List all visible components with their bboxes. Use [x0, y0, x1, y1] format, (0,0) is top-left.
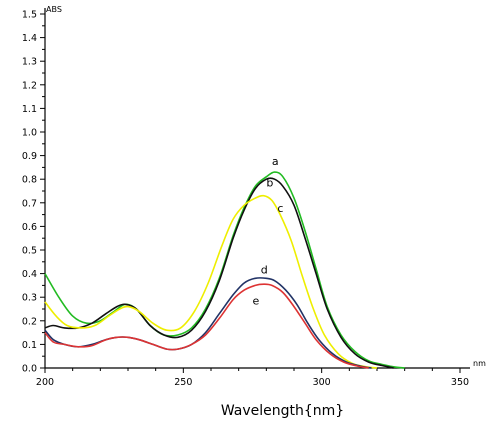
x-tick-label: 250	[174, 377, 192, 388]
y-tick-label: 0.3	[22, 293, 37, 304]
y-tick-label: 0.7	[22, 198, 37, 209]
x-axis-label: Wavelength{nm}	[221, 403, 344, 419]
x-tick-label: 300	[313, 377, 331, 388]
series-line-a	[44, 171, 405, 369]
y-axis-label: ABS	[46, 5, 62, 14]
series-line-c	[44, 194, 378, 369]
x-axis-unit-label: nm	[473, 359, 486, 368]
y-tick-label: 0.4	[22, 269, 37, 280]
x-ticks: 200 250 300 350	[36, 368, 469, 388]
y-ticks: 0.0 0.1 0.2 0.3 0.4 0.5 0.6 0.7 0.8 0.9 1.0 1.1 1.2 1…	[22, 10, 45, 375]
series-line-e	[44, 283, 369, 369]
y-tick-label: 0.1	[22, 340, 37, 351]
y-tick-label: 1.4	[22, 33, 37, 44]
y-tick-label: 1.1	[22, 104, 37, 115]
x-tick-label: 200	[36, 377, 54, 388]
series-line-b	[44, 177, 394, 369]
series-label-b: b	[266, 176, 273, 189]
series-label-e: e	[253, 294, 260, 307]
x-tick-label: 350	[451, 377, 469, 388]
y-tick-label: 1.3	[22, 57, 37, 68]
y-tick-label: 0.9	[22, 151, 37, 162]
series-labels: abc d e	[253, 155, 284, 307]
series-label-c: c	[277, 202, 283, 215]
series-label-a: a	[272, 155, 279, 168]
axes: ABS nm Wavelength{nm} 0.0 0.1 0.2 0.3 0.4 0.5…	[22, 5, 486, 419]
y-tick-label: 0.5	[22, 246, 37, 257]
y-tick-label: 1.0	[22, 128, 37, 139]
series-label-d: d	[261, 264, 268, 277]
y-tick-label: 1.2	[22, 80, 37, 91]
y-tick-label: 0.8	[22, 175, 37, 186]
y-tick-label: 1.5	[22, 10, 37, 21]
y-tick-label: 0.6	[22, 222, 37, 233]
y-tick-label: 0.2	[22, 316, 37, 327]
y-tick-label: 0.0	[22, 364, 37, 375]
series-group	[44, 171, 405, 369]
